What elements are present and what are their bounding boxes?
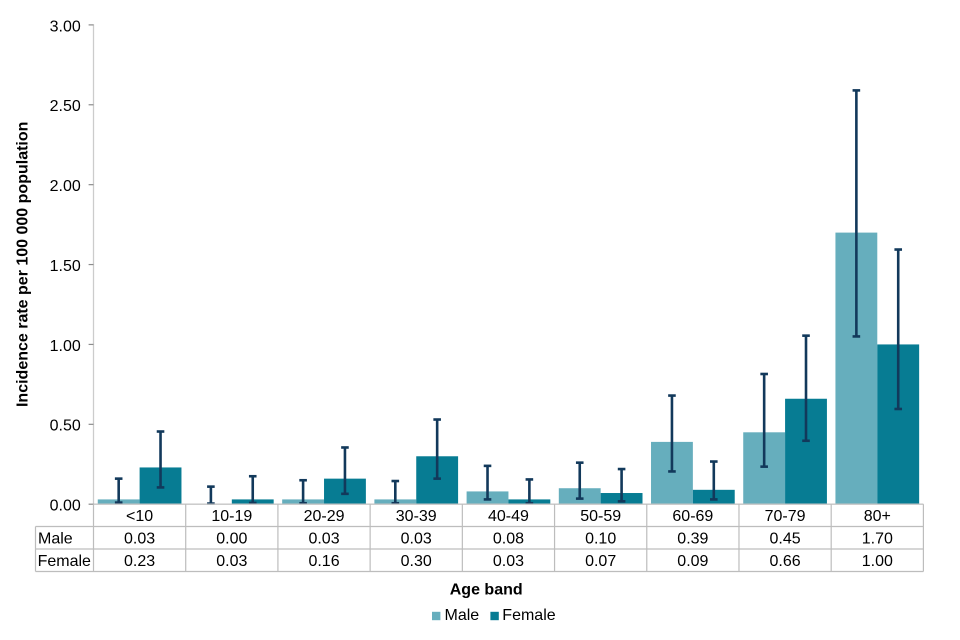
svg-text:0.03: 0.03	[493, 553, 524, 570]
svg-text:70-79: 70-79	[765, 508, 806, 525]
svg-text:3.00: 3.00	[50, 18, 81, 35]
svg-text:60-69: 60-69	[672, 508, 713, 525]
svg-text:0.10: 0.10	[585, 531, 616, 548]
svg-text:Age band: Age band	[450, 582, 523, 599]
svg-text:0.66: 0.66	[770, 553, 801, 570]
svg-text:0.03: 0.03	[308, 531, 339, 548]
svg-text:0.08: 0.08	[493, 531, 524, 548]
svg-text:Female: Female	[38, 553, 91, 570]
svg-text:0.03: 0.03	[216, 553, 247, 570]
svg-text:50-59: 50-59	[580, 508, 621, 525]
svg-text:2.00: 2.00	[50, 178, 81, 195]
svg-text:0.50: 0.50	[50, 418, 81, 435]
svg-text:0.23: 0.23	[124, 553, 155, 570]
svg-text:Male: Male	[38, 531, 73, 548]
svg-text:0.09: 0.09	[677, 553, 708, 570]
svg-text:0.07: 0.07	[585, 553, 616, 570]
svg-text:30-39: 30-39	[396, 508, 437, 525]
svg-text:0.03: 0.03	[124, 531, 155, 548]
svg-text:<10: <10	[126, 508, 153, 525]
svg-text:10-19: 10-19	[211, 508, 252, 525]
svg-text:0.45: 0.45	[770, 531, 801, 548]
svg-text:20-29: 20-29	[304, 508, 345, 525]
svg-text:40-49: 40-49	[488, 508, 529, 525]
svg-text:1.70: 1.70	[862, 531, 893, 548]
svg-text:Male: Male	[445, 607, 480, 624]
svg-text:0.00: 0.00	[50, 498, 81, 515]
svg-text:1.50: 1.50	[50, 258, 81, 275]
svg-text:1.00: 1.00	[862, 553, 893, 570]
svg-text:80+: 80+	[864, 508, 891, 525]
svg-text:0.00: 0.00	[216, 531, 247, 548]
svg-text:Incidence rate per 100 000 pop: Incidence rate per 100 000 population	[15, 122, 32, 407]
svg-text:0.16: 0.16	[308, 553, 339, 570]
svg-text:0.39: 0.39	[677, 531, 708, 548]
svg-text:1.00: 1.00	[50, 338, 81, 355]
svg-text:0.30: 0.30	[401, 553, 432, 570]
svg-text:Female: Female	[502, 607, 555, 624]
svg-text:0.03: 0.03	[401, 531, 432, 548]
svg-text:2.50: 2.50	[50, 98, 81, 115]
